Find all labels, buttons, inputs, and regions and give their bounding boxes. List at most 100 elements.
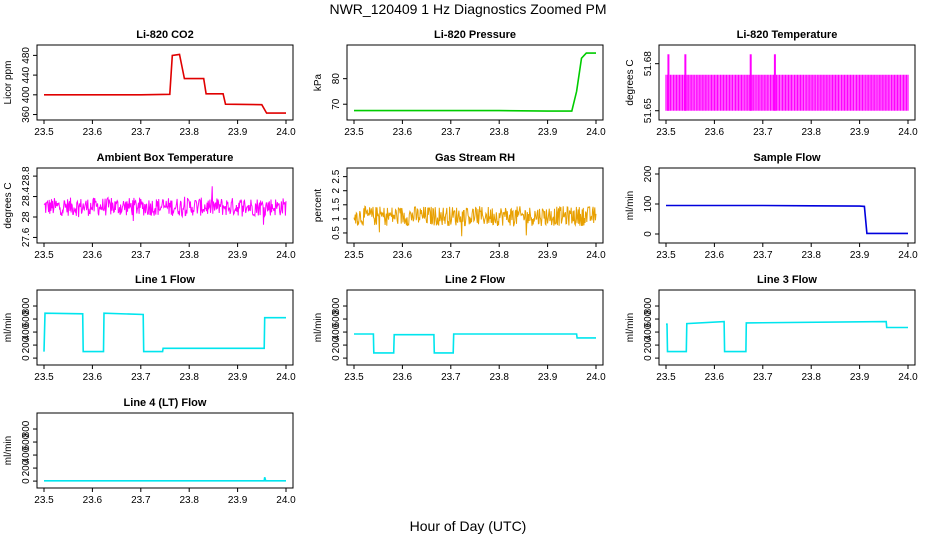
- panel-7-ytick-label: 600: [21, 310, 32, 327]
- panel-5-ytick-label: 1: [331, 216, 342, 222]
- panel-7-xtick-label: 23.5: [34, 372, 54, 383]
- panel-1-ytick-label: 440: [21, 66, 32, 83]
- panel-7-xtick-label: 23.6: [83, 372, 103, 383]
- panel-2-frame: [346, 44, 604, 121]
- panel-1-ytick-label: 360: [21, 106, 32, 123]
- panel-9-ylabel: ml/min: [625, 313, 636, 342]
- panel-4-ytick-label: 28.4: [21, 186, 32, 206]
- panel-1-xtick-label: 24.0: [276, 127, 296, 138]
- panel-10-xtick-label: 23.8: [179, 495, 199, 506]
- panel-2-ytick-label: 80: [331, 73, 342, 85]
- panel-7-ytick-label: 400: [21, 323, 32, 340]
- panel-6-ytick-label: 200: [643, 165, 654, 182]
- panel-7-title: Line 1 Flow: [135, 274, 195, 286]
- panel-9-ytick-label: 600: [643, 310, 654, 327]
- panel-5-ylabel: percent: [313, 189, 324, 223]
- panel-1-ytick-label: 400: [21, 86, 32, 103]
- panel-1-ylabel: Licor ppm: [3, 61, 14, 105]
- panel-3-xtick-label: 23.5: [656, 127, 676, 138]
- panel-6-ytick-label: 0: [643, 231, 654, 237]
- panel-6: Sample Flow ml/min 23.5 23.6 23.7 23.8 23.9 24.…: [625, 152, 918, 261]
- panel-9-xtick-label: 23.9: [850, 372, 870, 383]
- panel-4-ytick-label: 27.6: [21, 227, 32, 247]
- panel-3: Li-820 Temperature degrees C 23.5 23.6 23.7 2…: [625, 29, 918, 138]
- panel-9-ytick-label: 200: [643, 336, 654, 353]
- panel-8-xtick-label: 23.9: [538, 372, 558, 383]
- panel-2-xtick-label: 23.6: [393, 127, 413, 138]
- panel-6-ylabel: ml/min: [625, 191, 636, 220]
- panel-1-title: Li-820 CO2: [136, 29, 193, 41]
- panel-1-frame: [36, 44, 294, 121]
- panel-6-xtick-label: 23.5: [656, 250, 676, 261]
- panel-8-ytick-label: 400: [331, 323, 342, 340]
- panel-10-series-line: [44, 476, 286, 482]
- panel-4-ytick-label: 28: [21, 211, 32, 223]
- panel-3-ytick-label: 51.68: [643, 51, 654, 76]
- panel-5-xtick-label: 23.6: [393, 250, 413, 261]
- panel-4: Ambient Box Temperature degrees C 23.5 23.6…: [3, 152, 296, 261]
- panel-6-xtick-label: 24.0: [898, 250, 918, 261]
- panel-8-xtick-label: 24.0: [586, 372, 606, 383]
- panel-8-xtick-label: 23.8: [489, 372, 509, 383]
- panel-2-ylabel: kPa: [313, 73, 324, 91]
- panel-5-frame: [346, 167, 604, 244]
- panel-2-series-line: [354, 52, 596, 112]
- panel-5-xtick-label: 23.8: [489, 250, 509, 261]
- panel-6-series-line: [666, 204, 908, 235]
- panel-4-ytick-label: 28.8: [21, 166, 32, 186]
- panel-2-xtick-label: 23.5: [344, 127, 364, 138]
- panel-4-frame: [36, 167, 294, 244]
- panel-2-xtick-label: 24.0: [586, 127, 606, 138]
- panel-5-ytick-label: 1.5: [331, 197, 342, 211]
- panel-2: Li-820 Pressure kPa 23.5 23.6 23.7 23.8 23.9 24…: [313, 29, 606, 138]
- panel-8-ytick-label: 200: [331, 336, 342, 353]
- panel-9-ytick-label: 0: [643, 355, 654, 361]
- panel-4-xtick-label: 23.6: [83, 250, 103, 261]
- panel-3-xtick-label: 23.6: [705, 127, 725, 138]
- panel-10-xtick-label: 23.6: [83, 495, 103, 506]
- panel-1-xtick-label: 23.7: [131, 127, 151, 138]
- panel-4-xtick-label: 23.5: [34, 250, 54, 261]
- panel-8-ytick-label: 0: [331, 355, 342, 361]
- panel-4-xtick-label: 24.0: [276, 250, 296, 261]
- panel-3-frame: [658, 44, 916, 121]
- panel-10-title: Line 4 (LT) Flow: [124, 397, 207, 409]
- panel-2-title: Li-820 Pressure: [434, 29, 516, 41]
- panel-9-xtick-label: 24.0: [898, 372, 918, 383]
- panel-4-series-line: [43, 186, 287, 225]
- panel-6-ytick-label: 100: [643, 195, 654, 212]
- panel-3-xtick-label: 24.0: [898, 127, 918, 138]
- panel-9-ytick-label: 800: [643, 297, 654, 314]
- panel-4-ylabel: degrees C: [3, 182, 14, 228]
- panel-4-xtick-label: 23.9: [228, 250, 248, 261]
- panel-1-xtick-label: 23.5: [34, 127, 54, 138]
- panel-3-xtick-label: 23.8: [801, 127, 821, 138]
- panel-6-xtick-label: 23.7: [753, 250, 773, 261]
- panel-4-title: Ambient Box Temperature: [97, 152, 234, 164]
- panel-10-xtick-label: 23.9: [228, 495, 248, 506]
- panel-10-ytick-label: 400: [21, 446, 32, 463]
- panel-7-ylabel: ml/min: [3, 313, 14, 342]
- panel-8-xtick-label: 23.5: [344, 372, 364, 383]
- panel-5-xtick-label: 23.7: [441, 250, 461, 261]
- panel-1-xtick-label: 23.9: [228, 127, 248, 138]
- panel-3-ylabel: degrees C: [625, 59, 636, 105]
- panel-9-xtick-label: 23.7: [753, 372, 773, 383]
- panel-7-ytick-label: 800: [21, 297, 32, 314]
- x-axis-label: Hour of Day (UTC): [409, 518, 527, 534]
- panel-3-ytick-label: 51.65: [643, 98, 654, 123]
- panel-9-ytick-label: 400: [643, 323, 654, 340]
- panel-6-xtick-label: 23.6: [705, 250, 725, 261]
- panel-3-series-line: [665, 74, 909, 111]
- panel-1: Li-820 CO2 Licor ppm 23.5 23.6 23.7 23.8 23.9 2…: [3, 29, 296, 138]
- panel-9-xtick-label: 23.5: [656, 372, 676, 383]
- panel-5-ytick-label: 2.5: [331, 169, 342, 183]
- panel-8-ytick-label: 600: [331, 310, 342, 327]
- panel-7-ytick-label: 0: [21, 355, 32, 361]
- panel-10-ylabel: ml/min: [3, 436, 14, 465]
- panel-8-ytick-label: 800: [331, 297, 342, 314]
- panel-7-frame: [36, 289, 294, 366]
- panel-10-xtick-label: 24.0: [276, 495, 296, 506]
- panel-6-frame: [658, 167, 916, 244]
- panel-7: Line 1 Flow ml/min 23.5 23.6 23.7 23.8 23.9 24.…: [3, 274, 296, 383]
